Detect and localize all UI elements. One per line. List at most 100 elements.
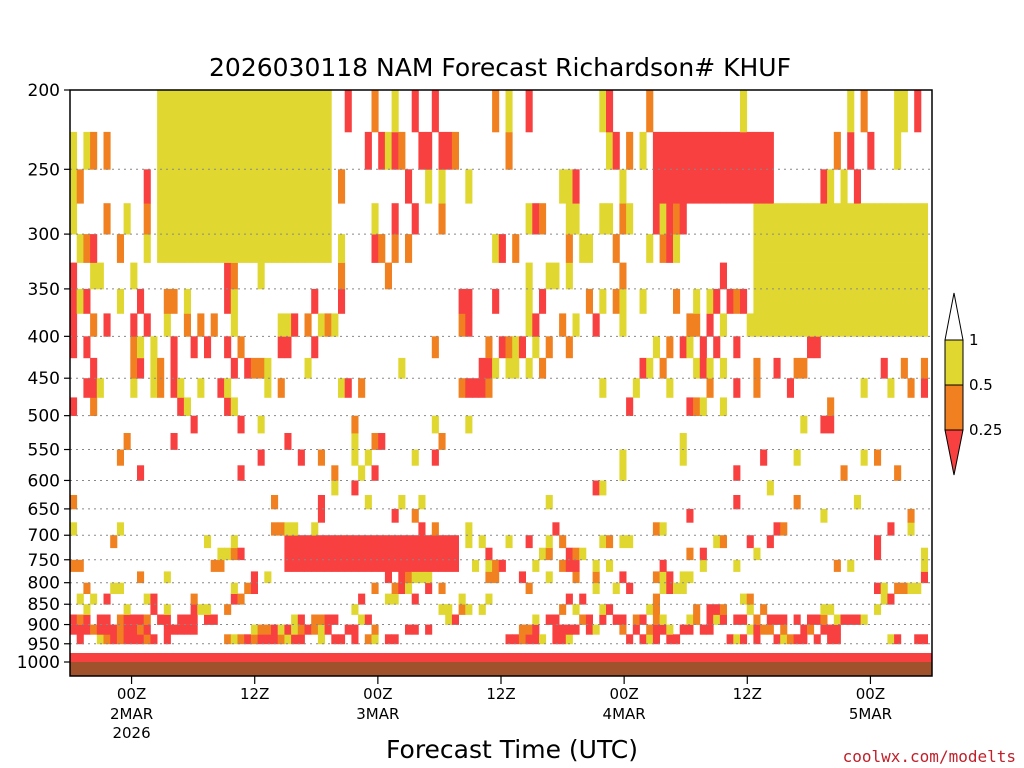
heatmap-cell xyxy=(780,313,788,337)
heatmap-cell xyxy=(498,559,506,572)
heatmap-cell xyxy=(391,203,399,235)
heatmap-cell xyxy=(807,624,815,635)
heatmap-cell xyxy=(753,357,761,379)
heatmap-cell xyxy=(405,535,413,549)
heatmap-cell xyxy=(920,559,928,572)
heatmap-cell xyxy=(311,169,319,204)
heatmap-cell xyxy=(418,571,426,584)
heatmap-cell xyxy=(371,203,379,235)
heatmap-cell xyxy=(391,634,399,645)
heatmap-cell xyxy=(183,131,191,170)
heatmap-cell xyxy=(183,288,191,314)
heatmap-cell xyxy=(183,203,191,235)
heatmap-cell xyxy=(686,571,694,584)
heatmap-cell xyxy=(874,535,882,549)
heatmap-cell xyxy=(833,634,841,645)
heatmap-cell xyxy=(425,571,433,584)
colorbar-segment-0.25-0.5 xyxy=(944,384,964,431)
heatmap-cell xyxy=(914,634,922,645)
heatmap-cell xyxy=(853,614,861,625)
heatmap-cell xyxy=(344,559,352,572)
x-tick-label: 12Z xyxy=(733,685,762,703)
heatmap-cell xyxy=(505,357,513,379)
y-tick-label: 1000 xyxy=(17,653,60,673)
heatmap-cell xyxy=(317,234,325,263)
heatmap-cell xyxy=(652,604,660,615)
heatmap-cell xyxy=(304,357,312,379)
heatmap-cell xyxy=(740,131,748,170)
heatmap-cell xyxy=(431,336,439,359)
heatmap-cell xyxy=(592,313,600,337)
heatmap-cell xyxy=(103,614,111,625)
heatmap-cell xyxy=(277,522,285,536)
heatmap-cell xyxy=(639,288,647,314)
heatmap-cell xyxy=(137,336,145,359)
heatmap-cell xyxy=(324,234,332,263)
heatmap-cell xyxy=(579,547,587,561)
heatmap-cell xyxy=(277,169,285,204)
heatmap-cell xyxy=(277,336,285,359)
heatmap-cell xyxy=(713,604,721,615)
heatmap-cell xyxy=(599,604,607,615)
heatmap-cell xyxy=(565,634,573,645)
heatmap-cell xyxy=(559,535,567,549)
heatmap-cell xyxy=(163,234,171,263)
heatmap-cell xyxy=(847,559,855,572)
heatmap-cell xyxy=(646,234,654,263)
heatmap-cell xyxy=(90,262,98,290)
heatmap-cell xyxy=(612,131,620,170)
heatmap-cell xyxy=(652,203,660,235)
y-tick-label: 800 xyxy=(28,574,60,594)
heatmap-cell xyxy=(753,378,761,398)
heatmap-cell xyxy=(874,234,882,263)
heatmap-cell xyxy=(317,614,325,625)
heatmap-cell xyxy=(70,397,78,416)
heatmap-cell xyxy=(874,288,882,314)
heatmap-cell xyxy=(224,288,232,314)
heatmap-cell xyxy=(83,336,91,359)
heatmap-cell xyxy=(83,234,91,263)
heatmap-cell xyxy=(612,582,620,594)
heatmap-cell xyxy=(291,203,299,235)
heatmap-cell xyxy=(230,169,238,204)
heatmap-cell xyxy=(338,234,346,263)
heatmap-cell xyxy=(706,378,714,398)
heatmap-cell xyxy=(833,203,841,235)
heatmap-cell xyxy=(619,313,627,337)
heatmap-cell xyxy=(525,582,533,594)
heatmap-cell xyxy=(291,90,299,133)
heatmap-cell xyxy=(652,131,660,170)
heatmap-cell xyxy=(210,313,218,337)
heatmap-cell xyxy=(70,131,78,170)
heatmap-cell xyxy=(760,203,768,235)
heatmap-cell xyxy=(673,131,681,170)
heatmap-cell xyxy=(224,169,232,204)
heatmap-cell xyxy=(492,559,500,572)
heatmap-cell xyxy=(639,357,647,379)
heatmap-cell xyxy=(398,571,406,584)
heatmap-cell xyxy=(706,604,714,615)
heatmap-cell xyxy=(244,234,252,263)
heatmap-cell xyxy=(304,535,312,549)
heatmap-cell xyxy=(230,90,238,133)
heatmap-cell xyxy=(914,313,922,337)
heatmap-cell xyxy=(559,559,567,572)
heatmap-cell xyxy=(914,234,922,263)
heatmap-cell xyxy=(652,634,660,645)
heatmap-cell xyxy=(204,614,212,625)
heatmap-cell xyxy=(746,131,754,170)
heatmap-cell xyxy=(384,535,392,549)
heatmap-cell xyxy=(431,535,439,549)
heatmap-cell xyxy=(887,593,895,605)
heatmap-cell xyxy=(210,203,218,235)
heatmap-cell xyxy=(793,634,801,645)
heatmap-cell xyxy=(257,234,265,263)
heatmap-cell xyxy=(874,604,882,615)
heatmap-cell xyxy=(284,131,292,170)
heatmap-cell xyxy=(344,90,352,133)
heatmap-cell xyxy=(733,131,741,170)
heatmap-cell xyxy=(920,288,928,314)
heatmap-cell xyxy=(887,288,895,314)
heatmap-cell xyxy=(116,582,124,594)
heatmap-cell xyxy=(619,169,627,204)
